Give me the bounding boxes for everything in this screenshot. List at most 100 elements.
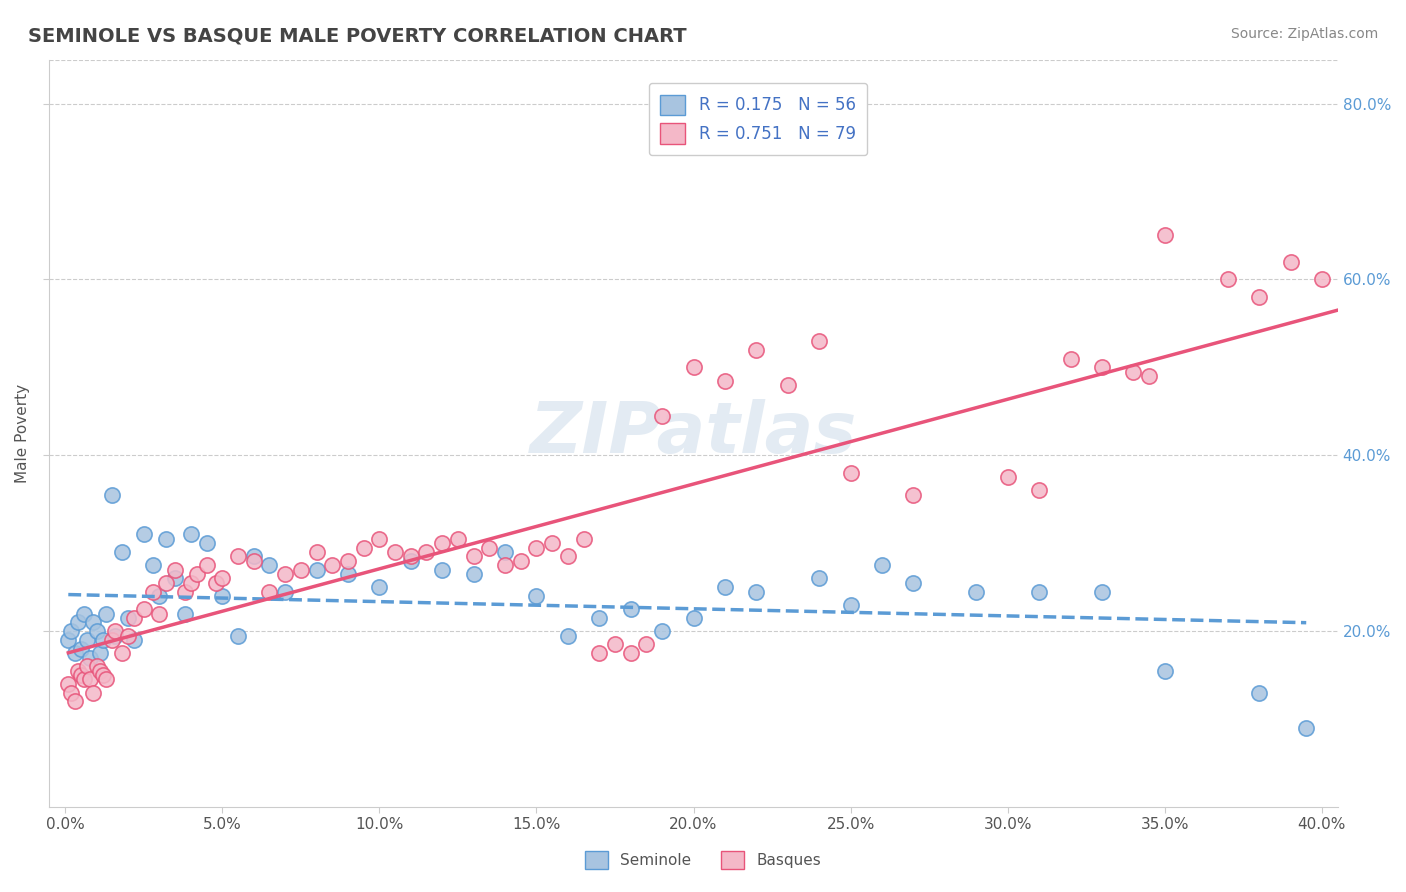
Point [399,554,422,568]
Point [494,558,516,573]
Point [1028,584,1050,599]
Point [274,584,297,599]
Point [714,580,737,594]
Point [104,628,127,642]
Point [76,632,98,647]
Point [70,641,93,656]
Point [463,549,485,564]
Point [682,360,704,375]
Point [526,589,548,603]
Point [205,575,228,590]
Point [1374,320,1396,334]
Point [79,673,101,687]
Point [305,563,328,577]
Point [1028,483,1050,498]
Point [94,607,117,621]
Point [305,545,328,559]
Point [117,628,139,642]
Point [226,628,249,642]
Point [447,532,470,546]
Point [588,611,610,625]
Point [117,611,139,625]
Point [1091,584,1114,599]
Point [745,343,768,357]
Point [1122,365,1144,379]
Text: SEMINOLE VS BASQUE MALE POVERTY CORRELATION CHART: SEMINOLE VS BASQUE MALE POVERTY CORRELAT… [28,27,686,45]
Point [155,532,177,546]
Point [1059,351,1081,366]
Point [620,646,643,660]
Point [839,466,862,480]
Point [66,664,89,678]
Text: ZIPatlas: ZIPatlas [530,399,858,467]
Point [1137,369,1160,384]
Point [242,549,264,564]
Point [463,566,485,581]
Point [124,632,146,647]
Point [165,571,187,585]
Point [336,554,359,568]
Point [89,646,111,660]
Point [399,549,422,564]
Point [148,589,170,603]
Point [211,589,233,603]
Point [274,566,297,581]
Point [259,558,281,573]
Point [997,470,1019,484]
Point [1216,272,1239,286]
Point [1343,317,1365,331]
Point [91,668,114,682]
Point [745,584,768,599]
Point [415,545,437,559]
Point [132,527,155,541]
Point [808,571,831,585]
Point [714,374,737,388]
Point [321,558,343,573]
Point [76,659,98,673]
Point [155,575,177,590]
Point [173,607,195,621]
Point [58,632,80,647]
Point [259,584,281,599]
Point [63,694,86,708]
Point [1091,360,1114,375]
Point [870,558,893,573]
Point [165,563,187,577]
Point [86,624,108,639]
Point [101,488,124,502]
Point [79,650,101,665]
Point [368,580,391,594]
Point [82,615,104,630]
Point [620,602,643,616]
Point [1249,290,1271,304]
Point [636,637,658,651]
Point [186,566,208,581]
Point [808,334,831,348]
Point [58,677,80,691]
Point [63,646,86,660]
Point [682,611,704,625]
Point [478,541,501,555]
Point [111,646,134,660]
Point [82,686,104,700]
Point [336,566,359,581]
Point [195,536,218,550]
Text: Source: ZipAtlas.com: Source: ZipAtlas.com [1230,27,1378,41]
Point [1153,664,1175,678]
Legend: Seminole, Basques: Seminole, Basques [578,845,828,875]
Point [903,575,925,590]
Point [290,563,312,577]
Point [541,536,564,550]
Point [195,558,218,573]
Point [86,659,108,673]
Point [91,632,114,647]
Point [1279,255,1302,269]
Point [651,409,673,423]
Point [1249,686,1271,700]
Point [66,615,89,630]
Point [60,686,83,700]
Point [384,545,406,559]
Point [142,558,165,573]
Point [111,545,134,559]
Point [173,584,195,599]
